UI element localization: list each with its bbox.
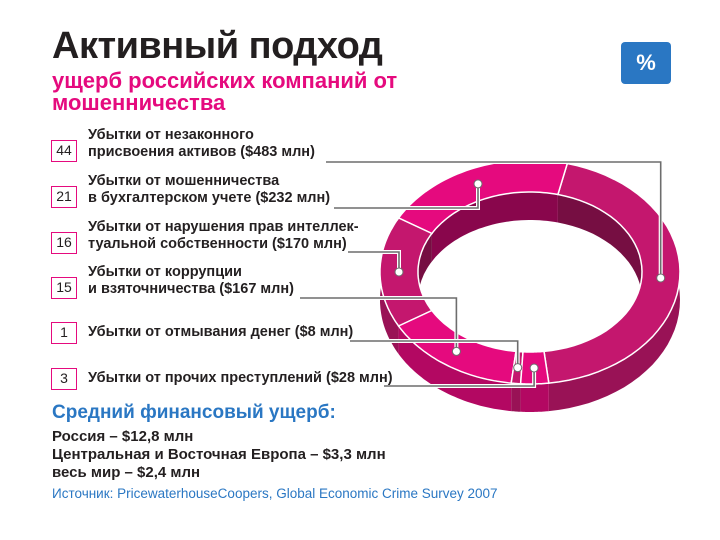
- connector-dot-3: [451, 346, 461, 356]
- row-label-other: Убытки от прочих преступлений ($28 млн): [88, 370, 393, 386]
- row-label-ip-line1: Убытки от нарушения прав интеллек-: [88, 219, 359, 235]
- connector-line-5: [384, 368, 535, 387]
- row-label-assets-line2: присвоения активов ($483 млн): [88, 144, 315, 160]
- row-label-assets: Убытки от незаконного присвоения активов…: [88, 127, 315, 161]
- connector-line-2: [348, 251, 400, 272]
- connector-line-3: [300, 297, 458, 352]
- row-label-accounting: Убытки от мошенничества в бухгалтерском …: [88, 173, 330, 207]
- row-label-accounting-line1: Убытки от мошенничества: [88, 173, 280, 189]
- connector-line-1: [334, 183, 479, 209]
- ring-wall-3: [398, 326, 512, 412]
- connector-dot-5: [529, 363, 539, 373]
- percent-badge: %: [621, 42, 671, 84]
- pct-box-other: 3: [51, 368, 77, 390]
- page-title: Активный подход: [52, 25, 383, 67]
- row-label-laundering: Убытки от отмывания денег ($8 млн): [88, 324, 354, 340]
- page-subtitle: ущерб российских компаний от мошенничест…: [52, 68, 398, 115]
- pct-box-corruption: 15: [51, 277, 77, 299]
- row-label-corruption-line2: и взяточничества ($167 млн): [88, 281, 294, 297]
- pct-box-laundering: 1: [51, 322, 77, 344]
- source-note: Источник: PricewaterhouseCoopers, Global…: [52, 486, 498, 501]
- connector-dot-4: [513, 363, 523, 373]
- ring-wall-4: [511, 383, 521, 412]
- row-label-corruption-line1: Убытки от коррупции: [88, 264, 242, 280]
- connector-dot-1: [473, 179, 483, 189]
- pct-box-accounting: 21: [51, 186, 77, 208]
- row-label-corruption: Убытки от коррупции и взяточничества ($1…: [88, 264, 294, 298]
- connector-dot-0: [656, 273, 666, 283]
- row-label-assets-line1: Убытки от незаконного: [88, 127, 254, 143]
- average-line-cee: Центральная и Восточная Европа – $3,3 мл…: [52, 446, 386, 463]
- row-label-ip: Убытки от нарушения прав интеллек- туаль…: [88, 219, 359, 253]
- ring-wall-5: [520, 383, 549, 412]
- pct-box-ip: 16: [51, 232, 77, 254]
- average-line-russia: Россия – $12,8 млн: [52, 428, 194, 445]
- connector-dot-2: [394, 267, 404, 277]
- average-line-world: весь мир – $2,4 млн: [52, 464, 201, 481]
- pct-box-assets: 44: [51, 140, 77, 162]
- average-title: Средний финансовый ущерб:: [52, 402, 336, 423]
- connector-line-4: [350, 340, 519, 368]
- connector-line-0: [326, 161, 662, 278]
- row-label-ip-line2: туальной собственности ($170 млн): [88, 236, 347, 252]
- row-label-accounting-line2: в бухгалтерском учете ($232 млн): [88, 190, 331, 206]
